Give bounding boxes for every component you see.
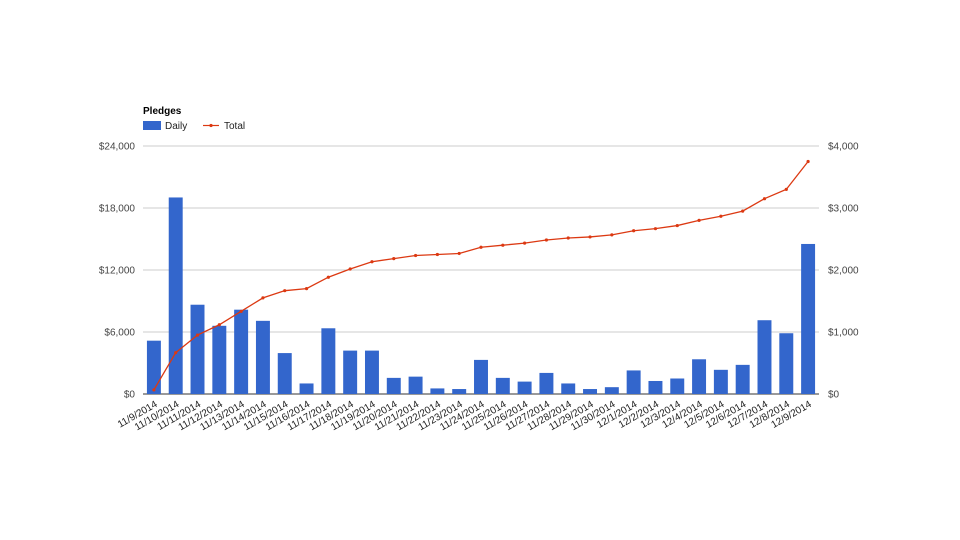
- point-total: [762, 197, 767, 201]
- bar-daily: [321, 328, 336, 394]
- point-total: [784, 187, 788, 191]
- right-tick-label: $0: [828, 390, 840, 401]
- point-total: [283, 289, 287, 293]
- bar-daily: [168, 197, 183, 394]
- point-total: [261, 296, 265, 300]
- bar-daily: [474, 359, 488, 394]
- bar-daily: [146, 340, 161, 394]
- bar-daily: [757, 320, 772, 394]
- point-total: [675, 223, 679, 228]
- bar-daily: [495, 377, 510, 394]
- bar-daily: [517, 381, 532, 394]
- right-tick-label: $2,000: [828, 266, 859, 277]
- point-total: [304, 287, 309, 291]
- point-total: [806, 159, 810, 164]
- bar-daily: [343, 350, 358, 394]
- point-total: [566, 236, 570, 240]
- legend-swatch-daily: [143, 121, 161, 130]
- legend-marker-total: [209, 123, 213, 128]
- point-total: [697, 218, 701, 222]
- point-total: [653, 227, 658, 231]
- legend-label-daily: Daily: [165, 121, 187, 132]
- legend: Daily Total: [143, 121, 245, 132]
- point-total: [479, 245, 483, 249]
- bar-daily: [190, 304, 205, 394]
- legend-label-total: Total: [224, 121, 245, 132]
- point-total: [217, 323, 221, 327]
- bar-daily: [604, 387, 619, 394]
- point-total: [326, 275, 330, 279]
- bar-daily: [364, 350, 379, 394]
- bar-daily: [299, 383, 314, 394]
- line-total-path: [153, 161, 809, 391]
- bar-daily: [277, 353, 292, 394]
- right-tick-label: $1,000: [828, 328, 859, 339]
- right-tick-label: $4,000: [828, 142, 859, 153]
- point-total: [544, 238, 549, 242]
- point-total: [239, 309, 243, 313]
- bar-daily: [430, 388, 445, 394]
- left-tick-label: $12,000: [99, 266, 136, 277]
- point-total: [719, 214, 723, 218]
- bar-daily: [670, 378, 685, 394]
- point-total: [195, 333, 200, 337]
- left-tick-label: $0: [124, 390, 136, 401]
- point-total: [610, 233, 614, 237]
- left-tick-label: $18,000: [99, 204, 136, 215]
- x-axis: 11/9/201411/10/201411/11/201411/12/20141…: [116, 399, 814, 433]
- line-total: [152, 159, 810, 392]
- point-total: [523, 241, 527, 245]
- bar-daily: [561, 383, 576, 394]
- right-tick-label: $3,000: [828, 204, 859, 215]
- bar-daily: [648, 380, 663, 394]
- point-total: [588, 235, 592, 239]
- point-total: [435, 252, 439, 257]
- bar-daily: [779, 333, 794, 394]
- chart-title: Pledges: [143, 106, 182, 117]
- bar-daily: [626, 370, 641, 394]
- bar-daily: [452, 389, 467, 394]
- bar-daily: [255, 320, 270, 394]
- point-total: [348, 267, 352, 271]
- left-axis: $0 $6,000 $12,000 $18,000 $24,000: [99, 142, 136, 401]
- bar-daily: [539, 372, 554, 394]
- bar-daily: [692, 359, 707, 394]
- bar-daily: [386, 377, 401, 394]
- point-total: [392, 257, 396, 261]
- bar-daily: [801, 243, 816, 394]
- point-total: [741, 209, 745, 213]
- bar-daily: [583, 389, 598, 394]
- point-total: [632, 229, 636, 233]
- bar-daily: [234, 309, 249, 394]
- bar-daily: [713, 369, 728, 394]
- point-total: [152, 388, 156, 392]
- point-total: [413, 253, 418, 258]
- point-total: [174, 351, 178, 355]
- bar-daily: [408, 376, 423, 394]
- bar-daily: [735, 364, 750, 394]
- point-total: [457, 251, 461, 256]
- bar-daily: [212, 325, 227, 394]
- point-total: [501, 243, 505, 247]
- bars-daily: [146, 197, 816, 394]
- left-tick-label: $24,000: [99, 142, 136, 153]
- left-tick-label: $6,000: [104, 328, 135, 339]
- right-axis: $0 $1,000 $2,000 $3,000 $4,000: [828, 142, 859, 401]
- gridlines: [143, 145, 819, 395]
- point-total: [370, 260, 374, 264]
